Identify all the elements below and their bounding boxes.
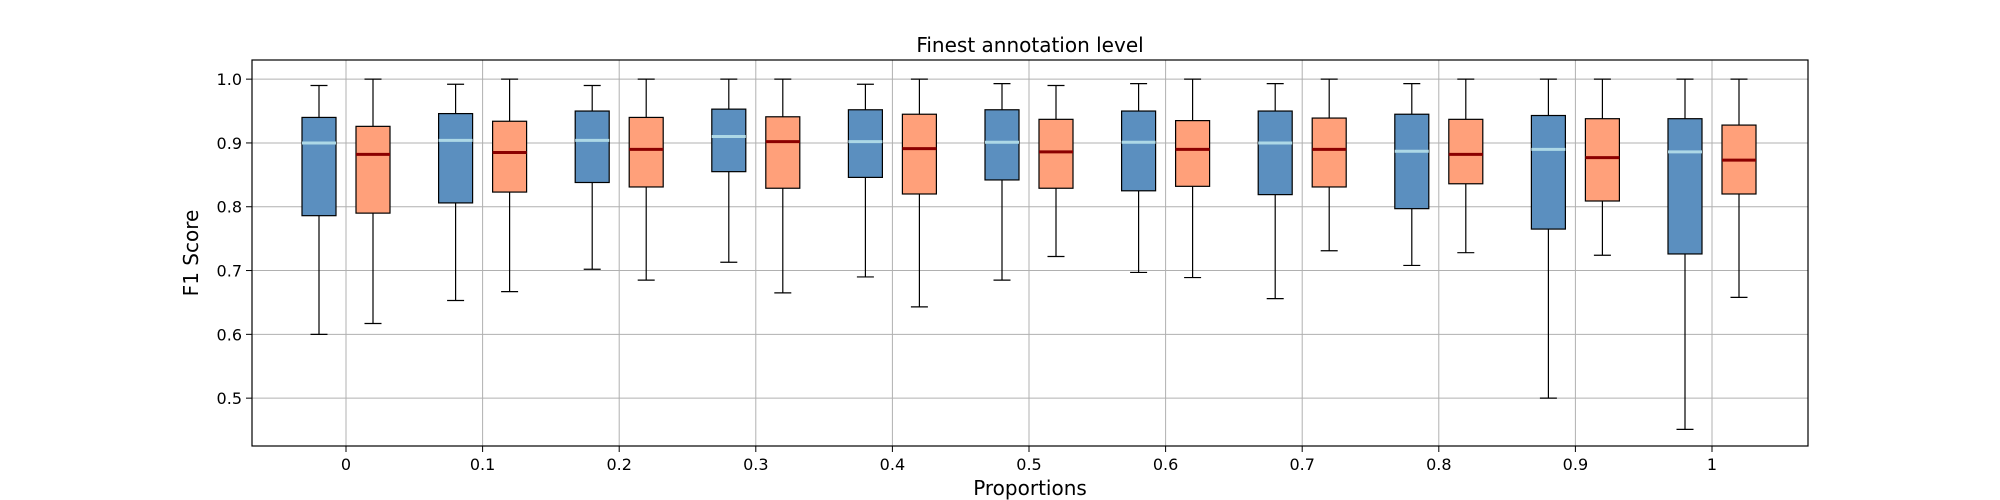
box — [901, 113, 938, 195]
box — [1120, 110, 1157, 192]
box — [1584, 118, 1621, 202]
box — [1311, 117, 1347, 188]
box — [984, 109, 1020, 181]
x-tick-label: 0 — [341, 455, 351, 474]
x-tick-label: 1 — [1707, 455, 1717, 474]
gridlines — [252, 60, 1808, 446]
y-tick-label: 1.0 — [217, 70, 242, 89]
box-group — [847, 83, 884, 278]
box-group — [1311, 78, 1347, 252]
box — [1257, 110, 1293, 196]
x-tick-label: 0.9 — [1563, 455, 1588, 474]
boxes — [301, 78, 1757, 431]
box — [355, 125, 391, 214]
box-group — [492, 78, 528, 293]
box — [711, 108, 747, 173]
box — [847, 109, 884, 178]
box-group — [574, 84, 610, 270]
y-tick-label: 0.6 — [217, 325, 242, 344]
x-tick-label: 0.1 — [470, 455, 495, 474]
axes-frame — [251, 59, 1809, 447]
box — [1394, 113, 1430, 210]
box-group — [711, 78, 747, 263]
y-axis-label: F1 Score — [179, 210, 203, 297]
x-tick-label: 0.5 — [1016, 455, 1041, 474]
box — [301, 116, 337, 217]
box-group — [1038, 84, 1074, 258]
y-tick-label: 0.7 — [217, 262, 242, 281]
box — [492, 120, 528, 193]
x-tick-label: 0.6 — [1153, 455, 1178, 474]
box-group — [355, 78, 391, 325]
box — [628, 116, 664, 188]
box — [1038, 118, 1074, 189]
box-group — [1584, 78, 1621, 256]
x-axis-label: Proportions — [973, 476, 1087, 500]
box-group — [1257, 83, 1293, 300]
box — [1448, 118, 1484, 185]
box — [438, 112, 474, 204]
x-tick-label: 0.3 — [743, 455, 768, 474]
box-group — [1721, 78, 1757, 298]
box-group — [1174, 78, 1211, 279]
y-tick-label: 0.9 — [217, 134, 242, 153]
x-tick-label: 0.4 — [880, 455, 905, 474]
box — [1174, 120, 1211, 187]
box-group — [1448, 78, 1484, 254]
box-group — [984, 83, 1020, 281]
box — [765, 116, 801, 189]
box-group — [765, 78, 801, 294]
box-group — [301, 84, 337, 335]
box — [1530, 114, 1567, 230]
chart-title: Finest annotation level — [916, 33, 1143, 57]
x-tick-label: 0.2 — [606, 455, 631, 474]
box-group — [1667, 78, 1703, 431]
box — [574, 110, 610, 184]
ticks: 0.5 0.6 0.7 0.8 0.9 1.0 0 0.1 0.2 0.3 0.4 0.5 0.6 0.7… — [217, 70, 1718, 474]
box-group — [1120, 83, 1157, 274]
x-tick-label: 0.8 — [1426, 455, 1451, 474]
y-tick-label: 0.5 — [217, 389, 242, 408]
x-tick-label: 0.7 — [1289, 455, 1314, 474]
box-group — [901, 78, 938, 308]
y-tick-label: 0.8 — [217, 198, 242, 217]
box-group — [1394, 83, 1430, 267]
box-group — [628, 78, 664, 281]
box — [1667, 118, 1703, 255]
box-group — [1530, 78, 1567, 399]
box-group — [438, 83, 474, 302]
